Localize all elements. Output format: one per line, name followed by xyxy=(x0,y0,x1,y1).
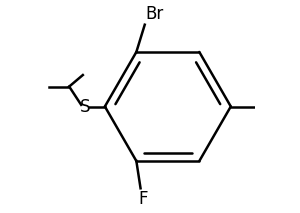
Text: Br: Br xyxy=(146,5,164,23)
Text: S: S xyxy=(80,98,90,115)
Text: F: F xyxy=(138,190,147,208)
